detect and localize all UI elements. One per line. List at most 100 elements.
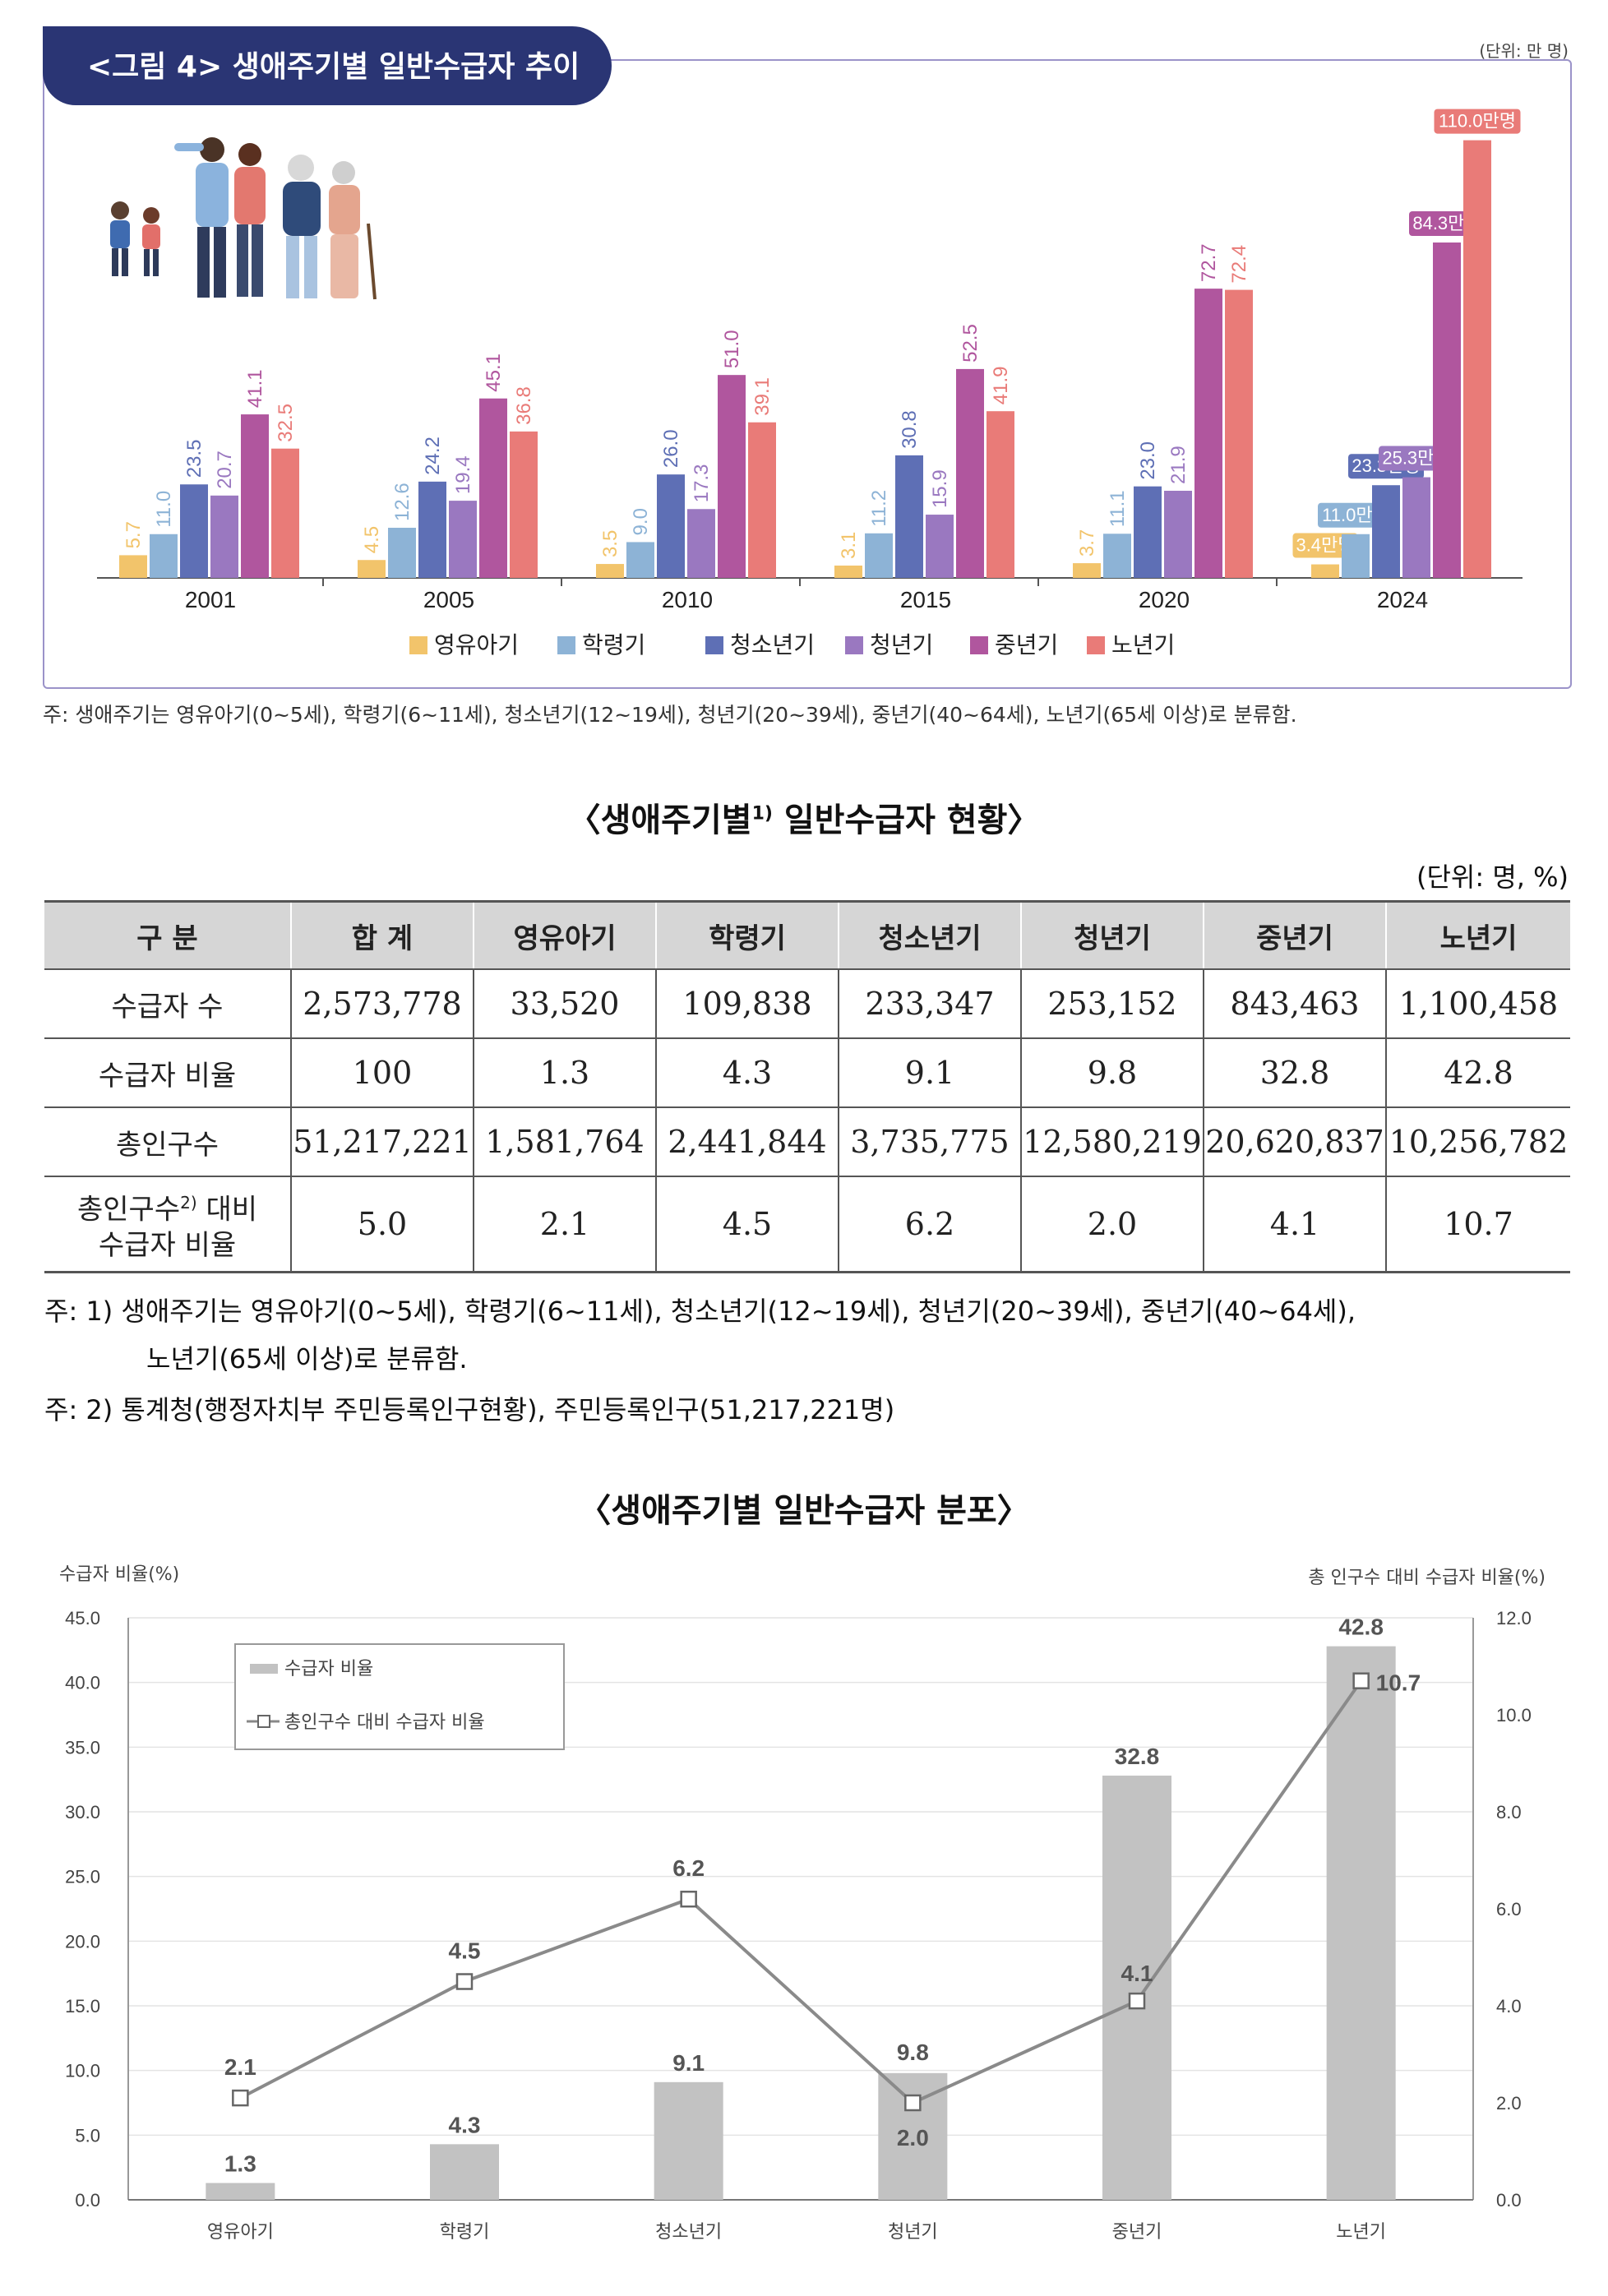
recipient-summary-table: 구 분 합 계 영유아기 학령기 청소년기 청년기 중년기 노년기 수급자 수 … bbox=[44, 900, 1570, 1273]
y-tick-label-left: 5.0 bbox=[75, 2125, 100, 2146]
bar-중년기 bbox=[1102, 1775, 1171, 2200]
y-tick-label-right: 10.0 bbox=[1496, 1705, 1532, 1725]
table-cell: 1,100,458 bbox=[1385, 969, 1570, 1039]
legend-swatch bbox=[557, 636, 575, 654]
x-tick-label: 2015 bbox=[900, 587, 951, 612]
table-title-sup: 1) bbox=[751, 803, 773, 825]
data-label: 11.2 bbox=[868, 490, 890, 527]
data-label: 110.0만명 bbox=[1439, 111, 1516, 132]
y-tick-label-left: 15.0 bbox=[65, 1996, 100, 2017]
header-cell: 중년기 bbox=[1203, 900, 1386, 970]
bar-청년기-2005 bbox=[449, 501, 477, 578]
x-tick-label: 2020 bbox=[1139, 587, 1190, 612]
header-cell: 학령기 bbox=[655, 900, 839, 970]
table-cell: 4.3 bbox=[655, 1038, 839, 1108]
data-label: 23.0 bbox=[1137, 441, 1159, 480]
table-cell: 3,735,775 bbox=[838, 1107, 1021, 1177]
x-tick-label: 2010 bbox=[662, 587, 713, 612]
grandfather-figure-icon bbox=[283, 155, 321, 298]
line-value-label: 10.7 bbox=[1376, 1670, 1421, 1696]
bar-노년기-2020 bbox=[1225, 289, 1253, 578]
line-marker bbox=[232, 2089, 249, 2107]
bar-청년기 bbox=[878, 2072, 948, 2200]
y-tick-label-left: 0.0 bbox=[75, 2190, 100, 2211]
distribution-title-text: 생애주기별 일반수급자 분포 bbox=[611, 1492, 997, 1530]
y-tick-label-left: 45.0 bbox=[65, 1608, 100, 1628]
y-tick-label-left: 20.0 bbox=[65, 1931, 100, 1952]
row-label: 수급자 비율 bbox=[44, 1038, 291, 1108]
x-tick-label: 2001 bbox=[185, 587, 236, 612]
bar-중년기-2010 bbox=[718, 375, 746, 578]
legend-swatch bbox=[845, 636, 863, 654]
y-tick-label-left: 30.0 bbox=[65, 1802, 100, 1822]
data-label: 9.0 bbox=[630, 508, 652, 535]
legend-swatch bbox=[970, 636, 988, 654]
figure4-footnote: 주: 생애주기는 영유아기(0~5세), 학령기(6~11세), 청소년기(12… bbox=[43, 703, 1297, 727]
data-label: 26.0 bbox=[660, 429, 682, 468]
data-label: 51.0 bbox=[721, 330, 743, 368]
table-cell: 10,256,782 bbox=[1385, 1107, 1570, 1177]
y-tick-label-left: 25.0 bbox=[65, 1867, 100, 1887]
data-label: 3.7 bbox=[1076, 529, 1098, 557]
data-label: 4.5 bbox=[361, 526, 383, 553]
row-label: 총인구수2) 대비 수급자 비율 bbox=[44, 1176, 291, 1273]
table-cell: 9.1 bbox=[838, 1038, 1021, 1108]
data-label: 72.7 bbox=[1198, 243, 1220, 282]
table-cell: 4.1 bbox=[1203, 1176, 1386, 1273]
line-value-label: 4.1 bbox=[1121, 1961, 1153, 1986]
bar-영유아기-2015 bbox=[834, 565, 862, 578]
x-tick-label: 학령기 bbox=[440, 2222, 490, 2243]
data-label: 39.1 bbox=[751, 377, 774, 416]
data-label: 21.9 bbox=[1167, 446, 1190, 484]
bar-영유아기-2020 bbox=[1073, 563, 1101, 578]
data-label: 12.6 bbox=[391, 483, 414, 521]
legend-label: 학령기 bbox=[582, 631, 645, 658]
row-label: 총인구수 bbox=[44, 1107, 291, 1177]
data-label: 19.4 bbox=[452, 455, 474, 494]
distribution-title: 〈생애주기별 일반수급자 분포〉 bbox=[578, 1492, 1030, 1530]
bar-value-label: 32.8 bbox=[1115, 1744, 1160, 1769]
bar-value-label: 9.8 bbox=[897, 2040, 929, 2065]
legend-label: 중년기 bbox=[995, 631, 1058, 658]
table-cell: 1.3 bbox=[473, 1038, 656, 1108]
header-cell: 구 분 bbox=[44, 900, 291, 970]
header-cell: 합 계 bbox=[290, 900, 474, 970]
row-label-part: 수급자 비율 bbox=[98, 1229, 237, 1263]
bar-영유아기-2005 bbox=[358, 560, 386, 578]
trend-bar-chart: 5.7 11.0 23.5 20.7 41.1 32.5 2001 4.5 12.6 24.2 19… bbox=[97, 109, 1523, 658]
legend-label: 청년기 bbox=[870, 631, 933, 658]
y-tick-label-left: 35.0 bbox=[65, 1737, 100, 1758]
row-label-part: 총인구수 bbox=[76, 1193, 181, 1227]
y-tick-label-left: 40.0 bbox=[65, 1673, 100, 1693]
y-tick-label-right: 8.0 bbox=[1496, 1802, 1522, 1822]
table-row: 수급자 비율 100 1.3 4.3 9.1 9.8 32.8 42.8 bbox=[44, 1038, 1570, 1108]
bar-학령기-2020 bbox=[1103, 534, 1131, 578]
bar-영유아기-2010 bbox=[596, 564, 624, 578]
x-tick-label: 2005 bbox=[423, 587, 474, 612]
line-marker bbox=[680, 1890, 697, 1908]
legend-marker bbox=[257, 1715, 270, 1728]
row-label-sup: 2) bbox=[180, 1192, 197, 1213]
bar-노년기 bbox=[1326, 1646, 1396, 2200]
bar-value-label: 1.3 bbox=[224, 2151, 256, 2177]
x-tick-label: 노년기 bbox=[1336, 2222, 1386, 2243]
bar-중년기-2015 bbox=[956, 368, 984, 578]
line-marker bbox=[1352, 1672, 1370, 1689]
bar-value-label: 42.8 bbox=[1338, 1615, 1384, 1640]
legend-swatch bbox=[705, 636, 723, 654]
table-footnote-2: 주: 2) 통계청(행정자치부 주민등록인구현황), 주민등록인구(51,217… bbox=[44, 1394, 895, 1425]
row-label: 수급자 수 bbox=[44, 969, 291, 1039]
callout-box bbox=[1434, 109, 1521, 134]
table-unit: (단위: 명, %) bbox=[1416, 862, 1569, 893]
table-row: 수급자 수 2,573,778 33,520 109,838 233,347 2… bbox=[44, 969, 1570, 1039]
header-cell: 청소년기 bbox=[838, 900, 1021, 970]
bar-청소년기-2010 bbox=[657, 474, 685, 578]
bar-청년기-2015 bbox=[926, 515, 954, 578]
x-tick-label: 청년기 bbox=[888, 2222, 938, 2243]
table-cell: 5.0 bbox=[290, 1176, 474, 1273]
bar-영유아기 bbox=[206, 2183, 275, 2200]
bar-학령기 bbox=[430, 2144, 499, 2200]
row-label-part: 대비 bbox=[196, 1193, 258, 1227]
bar-청소년기-2015 bbox=[895, 455, 923, 578]
bar-청년기-2024 bbox=[1402, 477, 1430, 578]
